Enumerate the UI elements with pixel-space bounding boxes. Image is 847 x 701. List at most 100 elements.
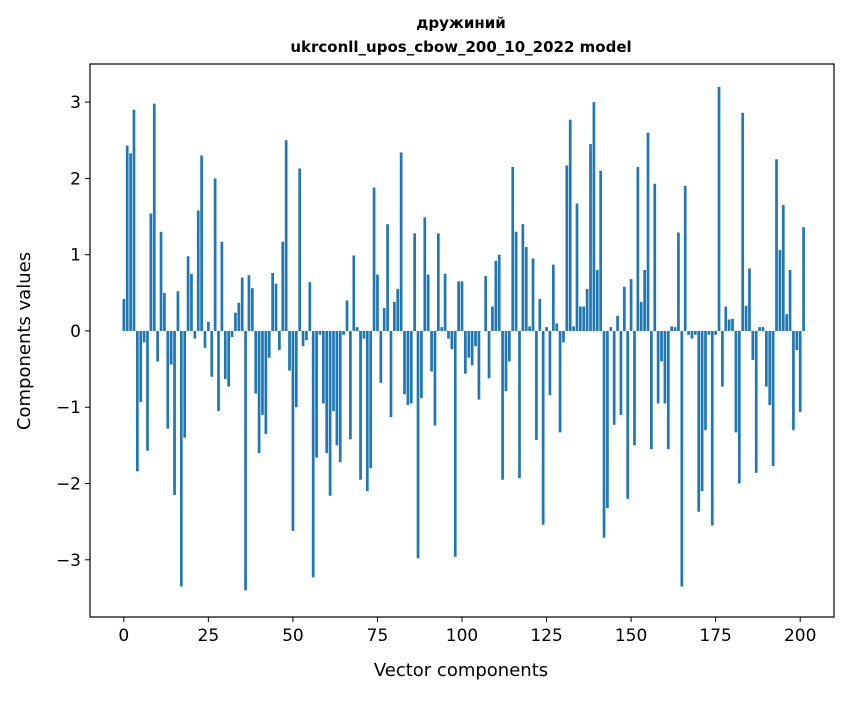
bar: [146, 330, 149, 451]
bar: [541, 330, 545, 525]
bar: [531, 258, 535, 331]
bar: [271, 273, 274, 331]
bar: [453, 330, 457, 557]
bar: [190, 273, 193, 331]
bar: [501, 330, 504, 480]
bar: [159, 231, 163, 331]
bar: [379, 330, 383, 383]
bar: [656, 330, 660, 404]
bar: [321, 330, 325, 404]
bar: [447, 330, 450, 339]
bar: [551, 264, 555, 331]
bar: [727, 319, 731, 331]
bar: [135, 330, 139, 472]
bar: [156, 330, 159, 362]
bar: [491, 306, 494, 331]
y-tick-label: −3: [56, 551, 81, 571]
bar: [707, 330, 711, 335]
bar: [234, 312, 237, 331]
bar: [798, 330, 802, 412]
bar: [528, 326, 531, 331]
bar: [518, 330, 521, 479]
bar: [196, 210, 200, 331]
bar: [741, 112, 745, 331]
bar: [244, 330, 247, 591]
bar: [342, 330, 345, 335]
y-axis-ticks: −3 −2 −1 0 1 2 3: [56, 93, 90, 571]
bar: [257, 330, 261, 454]
y-tick-label: 0: [70, 322, 81, 342]
bar: [467, 330, 471, 358]
bar: [683, 186, 687, 331]
bar: [267, 330, 271, 358]
bar: [433, 330, 437, 426]
bar: [646, 132, 650, 331]
bar: [142, 330, 146, 343]
bar: [399, 152, 403, 331]
bar: [460, 281, 464, 331]
bar: [274, 283, 278, 331]
bar: [420, 330, 423, 399]
bar: [562, 330, 565, 343]
bar: [626, 330, 630, 499]
bar: [308, 282, 312, 331]
bar: [132, 109, 136, 331]
bar: [514, 231, 518, 331]
bar: [710, 330, 714, 526]
bar: [643, 269, 646, 331]
bar: [230, 330, 234, 338]
bar: [301, 330, 305, 347]
bar: [288, 330, 291, 371]
bar: [328, 330, 332, 496]
bar: [761, 327, 765, 331]
bar: [430, 330, 433, 372]
bar: [220, 241, 224, 331]
bar: [602, 330, 606, 538]
bar: [163, 292, 166, 331]
bar: [200, 155, 203, 331]
bar: [636, 166, 640, 331]
bar: [721, 330, 724, 387]
bar: [690, 330, 694, 339]
bar: [169, 330, 173, 365]
bar: [470, 330, 474, 366]
bar: [771, 330, 775, 466]
bar: [352, 255, 356, 331]
bar: [125, 145, 129, 331]
bar: [589, 144, 592, 331]
bar: [765, 330, 768, 387]
bar: [237, 302, 241, 331]
bar: [666, 330, 670, 450]
x-tick-label: 100: [446, 626, 478, 646]
bar: [261, 330, 264, 415]
bar: [487, 330, 491, 379]
bar: [254, 330, 258, 394]
bar: [389, 330, 393, 418]
bar: [474, 330, 477, 347]
bar: [545, 327, 548, 331]
bar: [406, 330, 410, 405]
bar: [700, 330, 704, 492]
bar: [724, 306, 728, 331]
x-tick-label: 50: [282, 626, 304, 646]
bar: [494, 260, 498, 331]
bar: [355, 327, 359, 331]
bar: [335, 330, 339, 446]
bar: [369, 330, 373, 469]
y-tick-label: 1: [70, 246, 81, 266]
bar: [426, 274, 430, 331]
x-tick-label: 25: [198, 626, 220, 646]
bar: [443, 273, 447, 331]
bar: [555, 323, 559, 331]
x-tick-label: 0: [118, 626, 129, 646]
bar: [585, 289, 589, 331]
x-tick-label: 125: [530, 626, 562, 646]
chart-title: дружиний: [416, 14, 505, 32]
y-axis-label: Components values: [14, 252, 35, 430]
bar: [595, 269, 599, 331]
bar: [436, 233, 440, 331]
bar: [183, 330, 187, 438]
bar: [349, 330, 352, 440]
bar: [457, 281, 460, 331]
